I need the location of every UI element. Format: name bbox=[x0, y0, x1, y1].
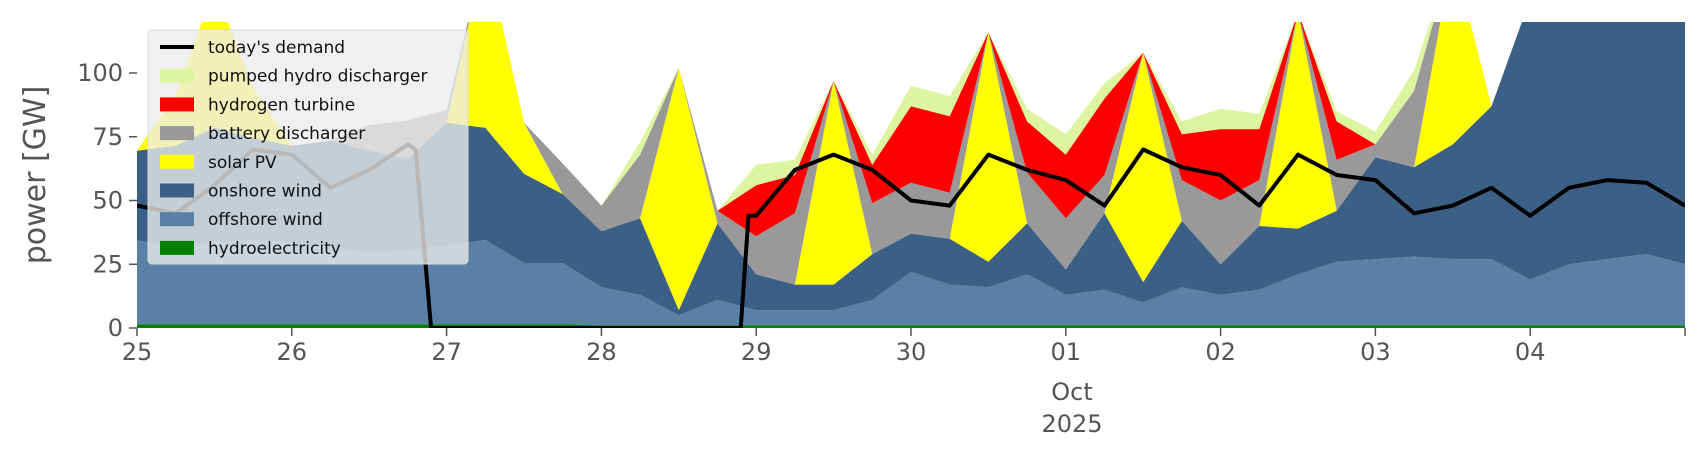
legend-label: today's demand bbox=[208, 38, 345, 58]
x-tick-label: 30 bbox=[896, 338, 927, 366]
legend-label: hydroelectricity bbox=[208, 239, 341, 259]
legend-label: hydrogen turbine bbox=[208, 95, 355, 115]
legend-swatch bbox=[160, 183, 194, 198]
x-year-label: 2025 bbox=[1041, 410, 1102, 438]
legend-label: offshore wind bbox=[208, 210, 323, 230]
legend: today's demand pumped hydro discharger hyd… bbox=[147, 29, 469, 265]
y-tick-label: 25 bbox=[92, 250, 123, 278]
x-tick-label: 26 bbox=[277, 338, 308, 366]
y-tick-label: 75 bbox=[92, 123, 123, 151]
legend-swatch bbox=[160, 126, 194, 141]
legend-swatch bbox=[160, 68, 194, 83]
area-pumped-hydro-discharger bbox=[137, 22, 1522, 211]
x-axis: 25 26 27 28 29 30 01 02 03 04 bbox=[122, 328, 1686, 366]
legend-label: battery discharger bbox=[208, 124, 365, 144]
x-tick-label: 29 bbox=[741, 338, 772, 366]
y-tick-label: 0 bbox=[108, 314, 123, 342]
stacked-areas bbox=[137, 22, 1685, 328]
x-tick-label: 25 bbox=[122, 338, 153, 366]
x-tick-label: 04 bbox=[1515, 338, 1546, 366]
y-axis-label: power [GW] bbox=[18, 86, 53, 265]
x-tick-label: 28 bbox=[586, 338, 617, 366]
legend-label: solar PV bbox=[208, 153, 277, 173]
y-tick-label: 100 bbox=[77, 59, 123, 87]
legend-label: pumped hydro discharger bbox=[208, 67, 427, 87]
x-tick-label: 01 bbox=[1051, 338, 1082, 366]
legend-frame bbox=[147, 29, 469, 265]
x-month-label: Oct bbox=[1051, 378, 1093, 406]
y-tick-label: 50 bbox=[92, 187, 123, 215]
legend-swatch bbox=[160, 97, 194, 112]
x-tick-label: 03 bbox=[1360, 338, 1391, 366]
area-solar-pv bbox=[137, 22, 1522, 311]
legend-swatch bbox=[160, 212, 194, 227]
legend-swatch bbox=[160, 240, 194, 255]
legend-label: onshore wind bbox=[208, 182, 322, 202]
x-tick-label: 27 bbox=[431, 338, 462, 366]
area-onshore-wind bbox=[137, 22, 1685, 316]
area-offshore-wind bbox=[137, 240, 1685, 326]
legend-swatch bbox=[160, 154, 194, 169]
x-tick-label: 02 bbox=[1205, 338, 1236, 366]
y-axis: 0 25 50 75 100 bbox=[77, 59, 137, 342]
